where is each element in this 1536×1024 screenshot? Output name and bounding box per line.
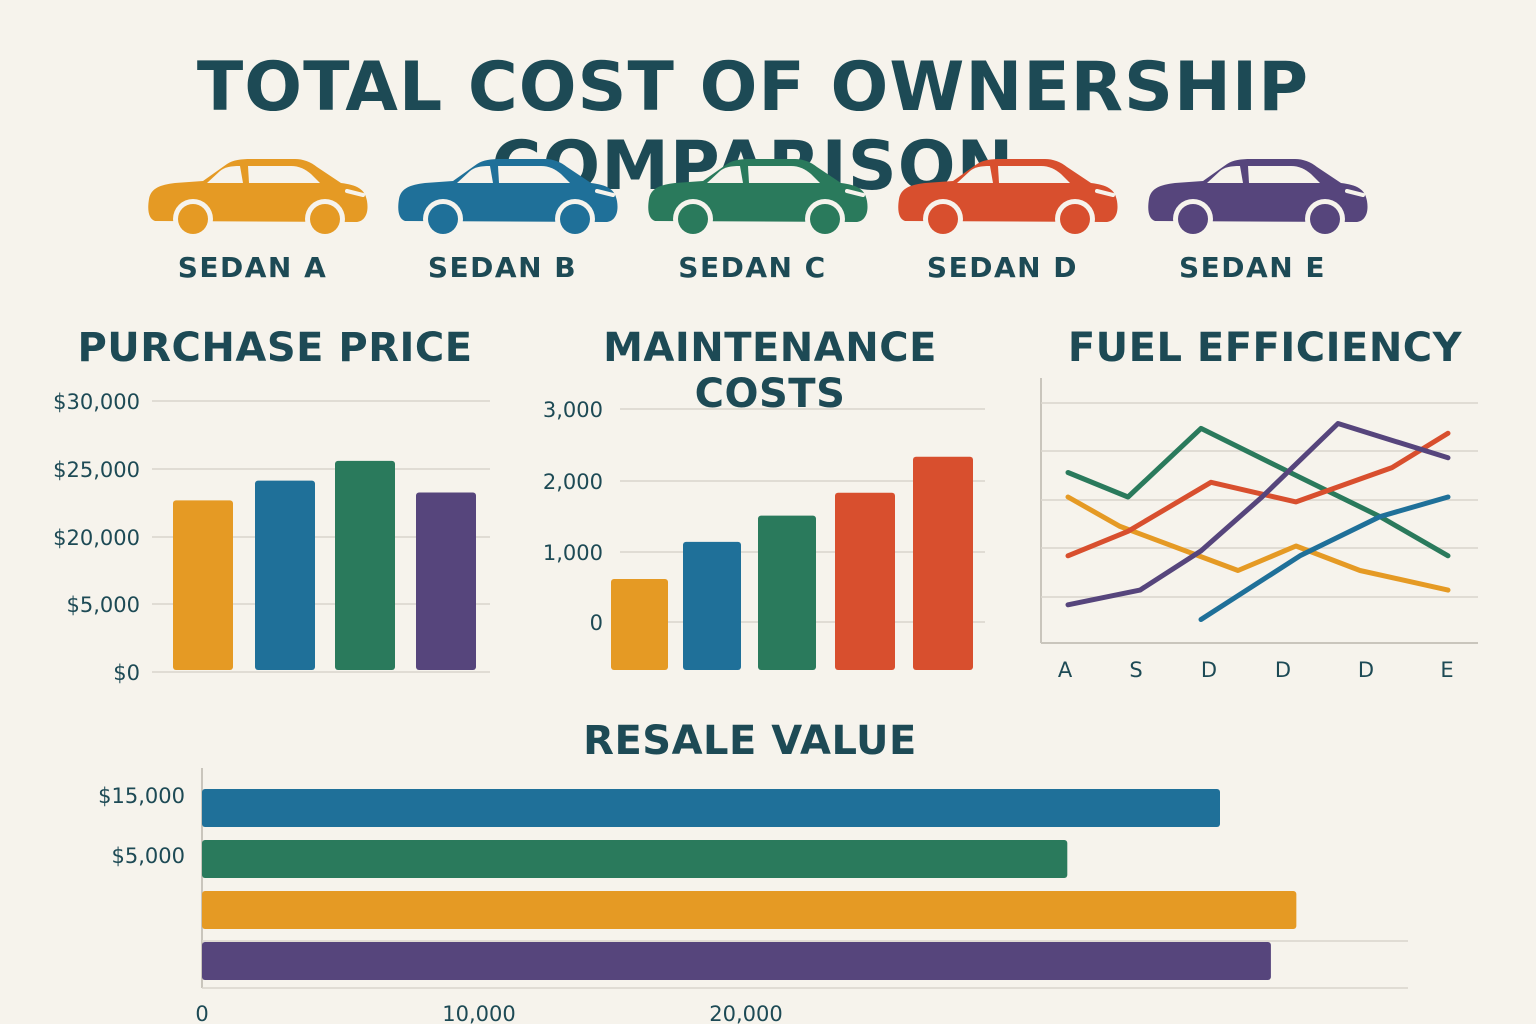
car-label: SEDAN A [177,251,328,284]
y-tick-label: 1,000 [543,541,603,565]
car-label: SEDAN C [678,251,827,284]
bar [173,500,233,670]
x-tick-label: S [1129,658,1142,682]
purchase-price-title: PURCHASE PRICE [77,325,473,371]
bar [913,456,973,670]
bar [202,789,1220,827]
car-sedan-a: SEDAN A [145,155,375,284]
y-tick-label: $5,000 [67,593,140,617]
bar [202,891,1297,929]
car-icon [148,159,368,239]
x-tick-label: 0 [195,1002,208,1024]
y-tick-label: $25,000 [53,458,140,482]
car-label: SEDAN D [926,251,1079,284]
car-icon [648,159,868,239]
bar [202,942,1271,980]
bar [202,840,1068,878]
x-tick-label: D [1201,658,1217,682]
car-label: SEDAN E [1178,251,1326,284]
x-tick-label: 10,000 [442,1002,515,1024]
car-label: SEDAN B [427,251,578,284]
y-tick-label: $20,000 [53,526,140,550]
x-tick-label: D [1275,658,1291,682]
x-tick-label: D [1358,658,1374,682]
y-tick-label: $15,000 [98,784,185,808]
x-tick-label: E [1440,658,1453,682]
car-sedan-b: SEDAN B [395,155,625,284]
series-line [1065,494,1451,593]
car-sedan-e: SEDAN E [1145,155,1375,284]
y-tick-label: 0 [590,611,603,635]
car-icon [898,159,1118,239]
car-legend: SEDAN A SEDAN B SEDAN C [0,0,1536,300]
series-line [1065,430,1451,559]
car-icon [1148,159,1368,239]
x-tick-label: 20,000 [709,1002,782,1024]
y-tick-label: 3,000 [543,398,603,422]
bar [683,541,741,670]
y-tick-label: $5,000 [112,844,185,868]
x-tick-label: A [1058,658,1073,682]
bar [611,579,668,670]
y-tick-label: $0 [113,661,140,685]
car-icon [398,159,618,239]
car-sedan-d: SEDAN D [895,155,1125,284]
bar [835,492,895,670]
bar [255,480,315,670]
y-tick-label: 2,000 [543,470,603,494]
bar [416,492,476,670]
resale-value-title: RESALE VALUE [583,718,917,764]
fuel-efficiency-title: FUEL EFFICIENCY [1067,325,1463,371]
series-line [1065,425,1451,559]
car-sedan-c: SEDAN C [645,155,875,284]
y-tick-label: $30,000 [53,390,140,414]
series-line [1198,494,1451,622]
bar [758,515,816,670]
series-line [1065,421,1451,608]
bar [335,460,395,670]
